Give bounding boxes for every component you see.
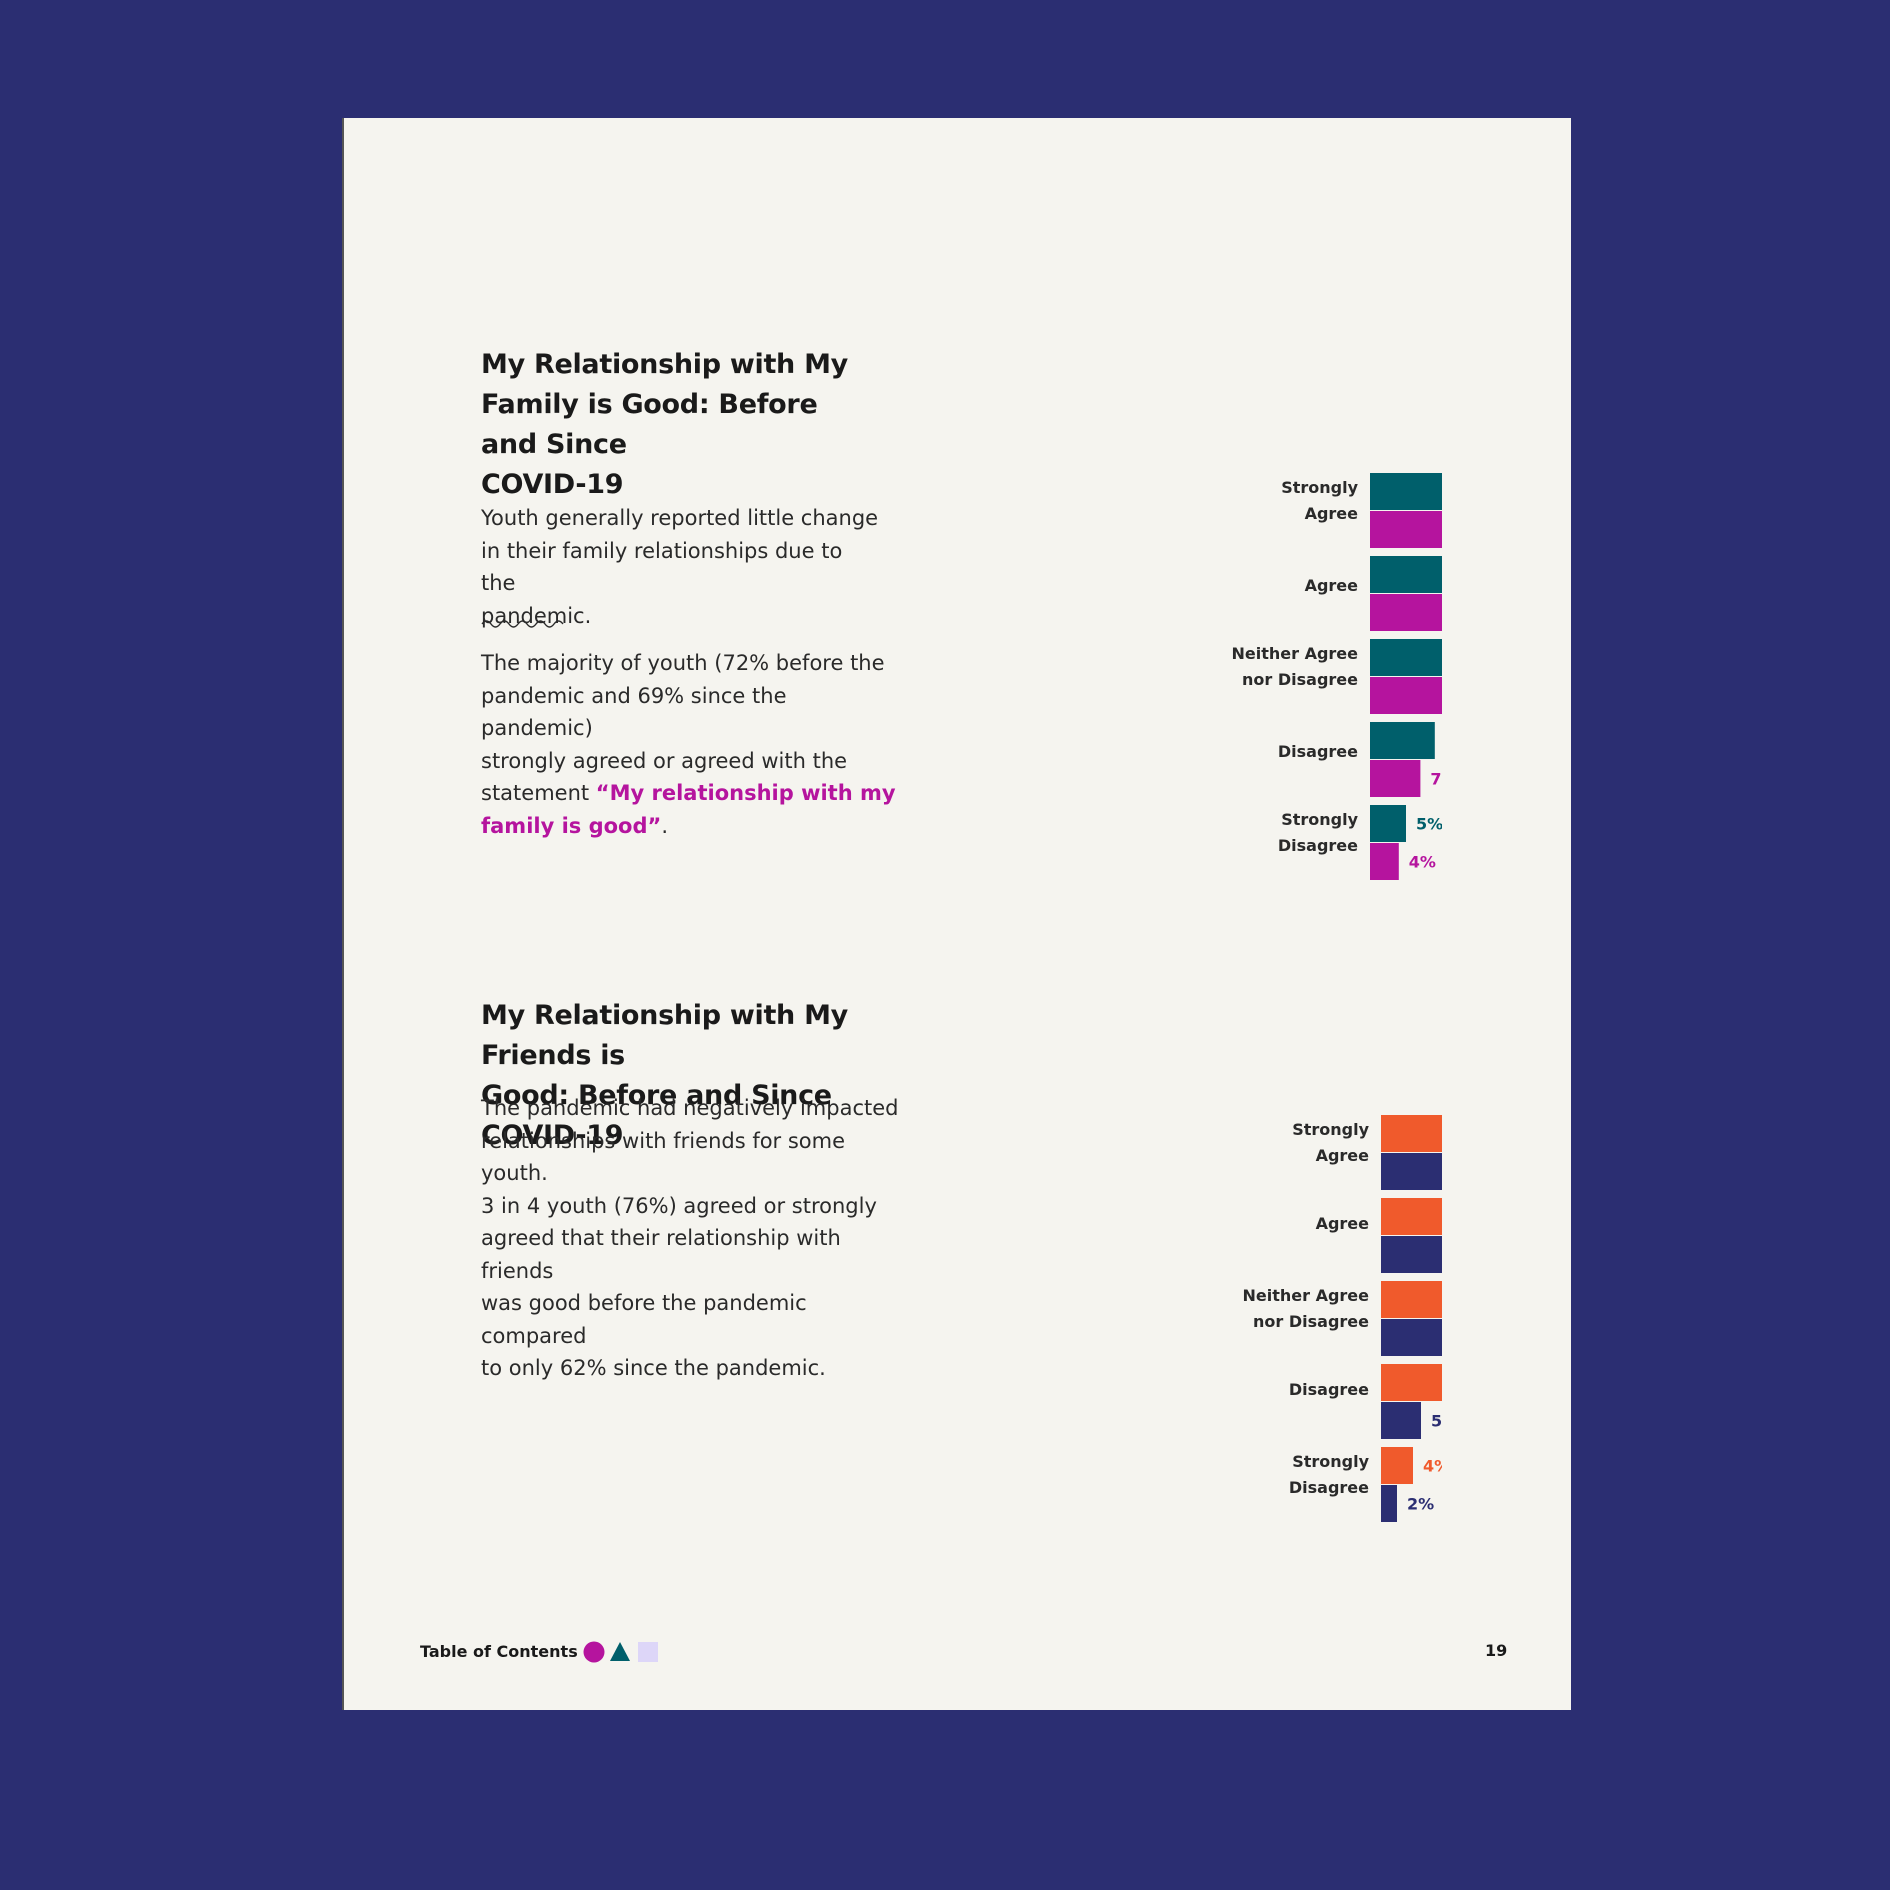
text-line: to only 62% since the pandemic. <box>481 1356 826 1380</box>
section2-paragraph: The pandemic had negatively impacted rel… <box>481 1092 911 1385</box>
data-label: 2% <box>1407 1495 1434 1514</box>
bar <box>1370 594 1442 631</box>
category-label: Agree <box>1305 504 1359 523</box>
category-label: Strongly <box>1281 810 1358 829</box>
highlight-quote: “My relationship with my <box>595 781 896 805</box>
report-page: My Relationship with My Family is Good: … <box>342 118 1571 1710</box>
friends-relationship-chart: StronglyAgree22%27%Agree41%49%Neither Ag… <box>1242 1115 1442 1522</box>
category-label: Strongly <box>1292 1452 1369 1471</box>
category-label: Disagree <box>1278 836 1358 855</box>
squiggle-divider <box>481 620 564 628</box>
category-label: Disagree <box>1289 1380 1369 1399</box>
section1-title-line: COVID-19 <box>481 469 624 500</box>
data-label: 5% <box>1431 1412 1442 1431</box>
section2-title-line: My Relationship with My Friends is <box>481 1000 848 1071</box>
category-label: Disagree <box>1289 1478 1369 1497</box>
text-line: Youth generally reported little change <box>481 506 879 530</box>
text-line: strongly agreed or agreed with the <box>481 748 848 773</box>
toc-label: Table of Contents <box>420 1642 578 1661</box>
section2-title-line: Good: Before and Since COVID-19 <box>481 1080 832 1151</box>
circle-icon <box>583 1641 605 1663</box>
bar <box>1381 1447 1413 1484</box>
bar <box>1370 639 1442 676</box>
family-relationship-chart: StronglyAgree29%29%Agree40%43%Neither Ag… <box>1231 473 1442 880</box>
text-line: in their family relationships due to the <box>481 538 843 596</box>
bar <box>1370 511 1442 548</box>
section2-title: My Relationship with My Friends is Good:… <box>481 996 901 1156</box>
text-line: 3 in 4 youth (76%) agreed or strongly <box>481 1193 877 1218</box>
bar <box>1381 1153 1442 1190</box>
category-label: Disagree <box>1278 742 1358 761</box>
data-label: 4% <box>1409 853 1436 872</box>
data-label: 7% <box>1430 770 1442 789</box>
text-span: . <box>661 813 669 838</box>
section1-title: My Relationship with My Family is Good: … <box>481 345 881 505</box>
text-span: statement <box>481 781 596 805</box>
bar <box>1381 1364 1442 1401</box>
triangle-icon <box>610 1642 630 1661</box>
data-label: 5% <box>1416 815 1442 834</box>
bar <box>1381 1236 1442 1273</box>
section1-title-line: Family is Good: Before and Since <box>481 389 818 460</box>
text-line: family is good”. <box>481 810 901 843</box>
category-label: Agree <box>1316 1146 1370 1165</box>
bar <box>1381 1319 1442 1356</box>
text-line: The pandemic had negatively impacted <box>481 1096 899 1120</box>
category-label: Strongly <box>1281 478 1358 497</box>
bar <box>1370 677 1442 714</box>
bar <box>1370 843 1399 880</box>
category-label: Strongly <box>1292 1120 1369 1139</box>
highlight-quote: family is good” <box>481 813 662 838</box>
text-line: statement “My relationship with my <box>481 777 901 810</box>
text-line: pandemic and 69% since the pandemic) <box>481 683 787 741</box>
category-label: nor Disagree <box>1242 670 1358 689</box>
category-label: Neither Agree <box>1242 1286 1369 1305</box>
bar <box>1381 1281 1442 1318</box>
square-icon <box>638 1642 658 1662</box>
bar <box>1370 556 1442 593</box>
bar <box>1381 1485 1397 1522</box>
bar <box>1370 805 1406 842</box>
bar <box>1381 1198 1442 1235</box>
table-of-contents-link[interactable]: Table of Contents ↑ <box>420 1642 597 1661</box>
category-label: Agree <box>1305 576 1359 595</box>
bar <box>1370 473 1442 510</box>
bar <box>1370 760 1421 797</box>
bar <box>1381 1402 1421 1439</box>
bar <box>1381 1115 1442 1152</box>
section1-title-line: My Relationship with My <box>481 349 848 380</box>
text-line: The majority of youth (72% before the <box>481 651 885 675</box>
section1-paragraph-1: Youth generally reported little change i… <box>481 502 881 632</box>
text-line: agreed that their relationship with frie… <box>481 1226 841 1283</box>
text-line: was good before the pandemic compared <box>481 1291 807 1348</box>
bar <box>1370 722 1435 759</box>
data-label: 4% <box>1423 1457 1442 1476</box>
text-line: relationships with friends for some yout… <box>481 1128 846 1186</box>
category-label: Agree <box>1316 1214 1370 1233</box>
category-label: nor Disagree <box>1253 1312 1369 1331</box>
category-label: Neither Agree <box>1231 644 1358 663</box>
section1-paragraph-2: The majority of youth (72% before the pa… <box>481 647 901 842</box>
page-number: 19 <box>1485 1641 1508 1660</box>
footer-shapes <box>583 1641 658 1663</box>
